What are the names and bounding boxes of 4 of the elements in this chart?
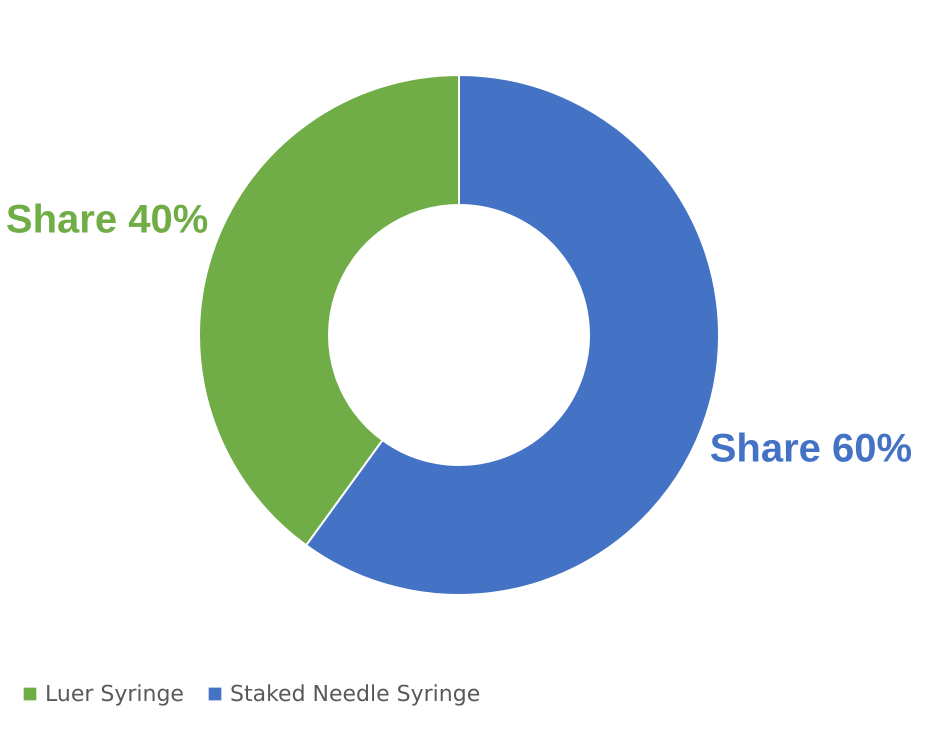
legend-label: Luer Syringe xyxy=(45,682,184,707)
legend-label: Staked Needle Syringe xyxy=(230,682,480,707)
data-label: Share 40% xyxy=(6,198,208,242)
data-label: Share 60% xyxy=(710,426,912,470)
